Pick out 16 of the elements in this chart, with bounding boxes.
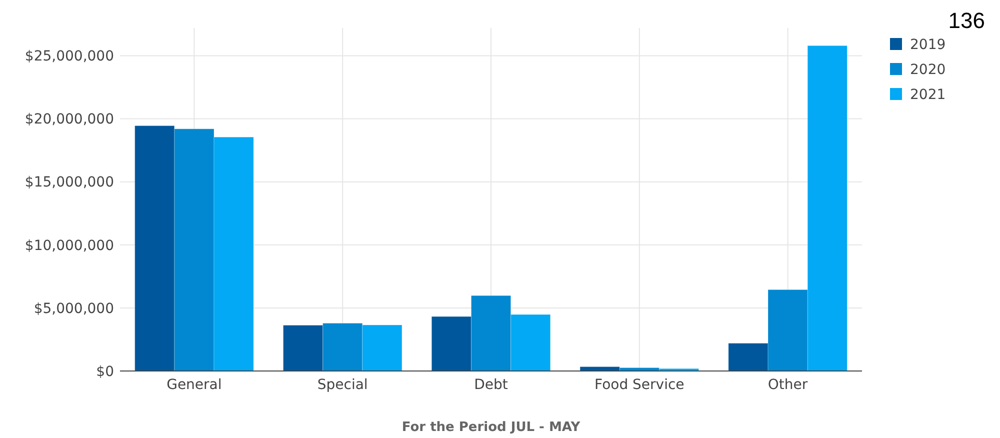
text: 136: [948, 8, 985, 33]
y-tick-label: $10,000,000: [24, 238, 114, 254]
x-tick-label: Other: [768, 377, 808, 393]
x-tick-label: Debt: [474, 377, 508, 393]
legend-label: 2019: [910, 36, 946, 53]
y-tick-label: $15,000,000: [24, 174, 114, 191]
y-tick-label: $5,000,000: [34, 300, 114, 317]
y-tick-label: $20,000,000: [24, 112, 114, 128]
legend-label: 2021: [910, 86, 946, 103]
x-tick-label: Special: [317, 377, 368, 393]
y-tick-label: $0: [96, 364, 114, 380]
y-tick-label: $25,000,000: [24, 48, 114, 65]
x-tick-label: General: [166, 377, 222, 393]
x-tick-label: Food Service: [594, 377, 684, 393]
x-axis-title: For the Period JUL - MAY: [402, 420, 581, 435]
legend-label: 2020: [910, 62, 946, 78]
